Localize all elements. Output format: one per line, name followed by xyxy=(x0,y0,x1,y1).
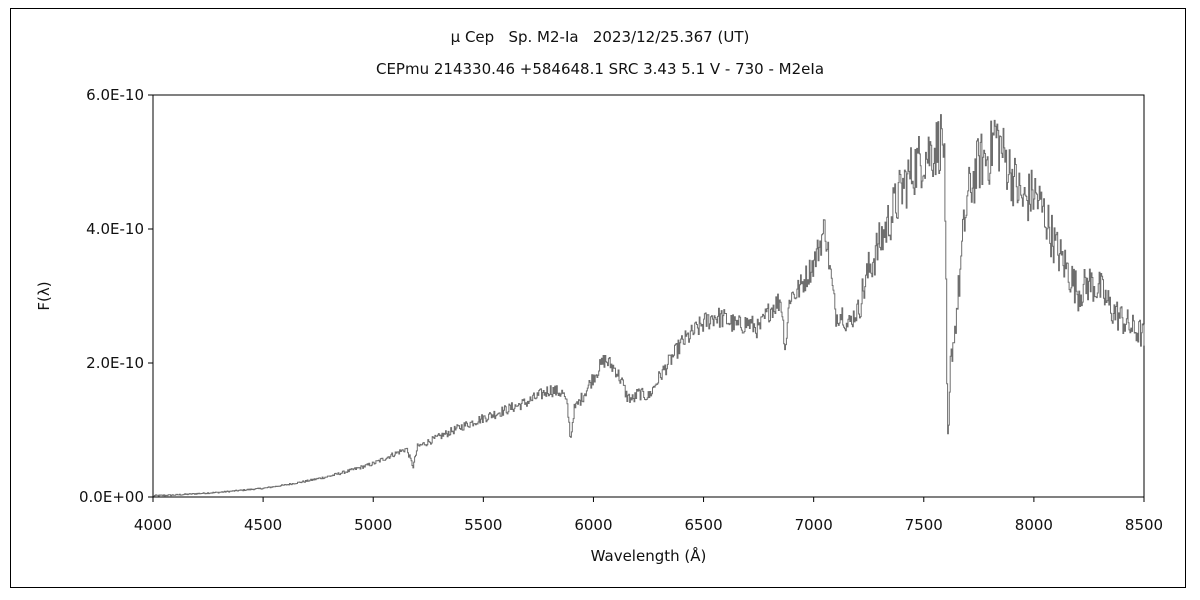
x-tick-label: 4500 xyxy=(244,516,282,534)
plot-area xyxy=(152,94,1145,498)
y-axis-label: F(λ) xyxy=(35,281,53,310)
x-axis: 4000 4500 5000 5500 6000 6500 7000 7500 8000 8500 xyxy=(134,497,1163,534)
x-tick-label: 4000 xyxy=(134,516,172,534)
y-tick-label: 6.0E-10 xyxy=(86,86,144,104)
spectrum-line xyxy=(153,114,1145,497)
y-tick-label: 4.0E-10 xyxy=(86,220,144,238)
chart-title: μ Cep Sp. M2-Ia 2023/12/25.367 (UT) xyxy=(450,28,750,46)
x-tick-label: 7500 xyxy=(905,516,943,534)
x-tick-label: 5000 xyxy=(354,516,392,534)
y-axis: 0.0E+00 2.0E-10 4.0E-10 6.0E-10 xyxy=(79,86,153,506)
x-tick-label: 6000 xyxy=(574,516,612,534)
y-tick-label: 0.0E+00 xyxy=(79,488,144,506)
x-tick-label: 7000 xyxy=(795,516,833,534)
chart-subtitle: CEPmu 214330.46 +584648.1 SRC 3.43 5.1 V… xyxy=(375,60,825,78)
y-tick-label: 2.0E-10 xyxy=(86,354,144,372)
x-tick-label: 5500 xyxy=(464,516,502,534)
x-axis-label: Wavelength (Å) xyxy=(591,546,707,565)
x-tick-label: 8000 xyxy=(1015,516,1053,534)
x-tick-label: 8500 xyxy=(1125,516,1163,534)
x-tick-label: 6500 xyxy=(684,516,722,534)
chart-frame xyxy=(10,8,1186,588)
